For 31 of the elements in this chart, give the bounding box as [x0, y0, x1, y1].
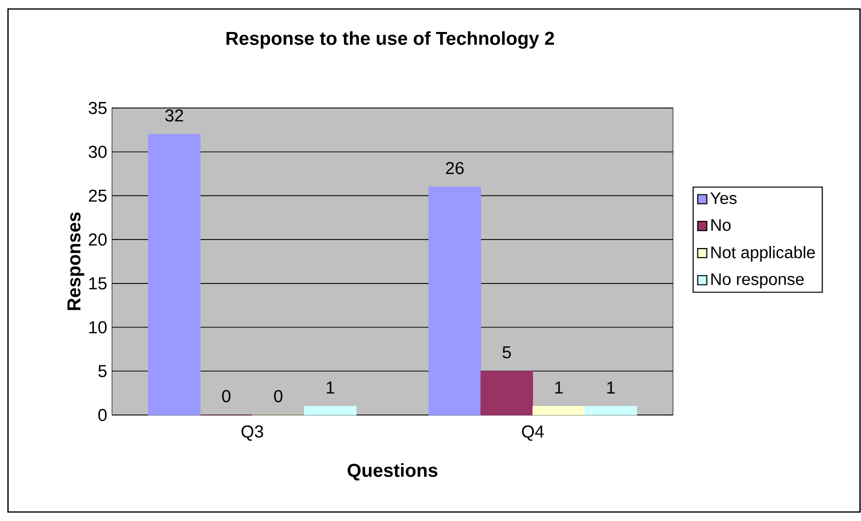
x-tick-label: Q4 [522, 425, 544, 441]
bar [304, 406, 357, 416]
data-label: 0 [274, 390, 282, 402]
data-label: 32 [165, 109, 184, 122]
data-label: 1 [555, 382, 563, 394]
y-tick-label: 0 [98, 408, 107, 422]
legend-label: Yes [710, 192, 737, 204]
y-tick-label: 15 [89, 277, 107, 290]
bar [584, 406, 638, 416]
y-tick-label: 10 [89, 321, 107, 334]
legend-label: No [711, 219, 731, 231]
legend-label: Not applicable [711, 246, 815, 262]
x-tick-label: Q3 [242, 425, 264, 441]
data-label: 1 [326, 382, 334, 394]
x-axis-title: Questions [348, 463, 438, 480]
y-axis-title: Responses [67, 212, 84, 310]
data-label: 5 [502, 346, 511, 358]
data-label: 26 [446, 162, 464, 174]
y-tick-label: 25 [88, 190, 107, 202]
bar [148, 134, 201, 416]
y-tick-label: 35 [88, 102, 107, 114]
bar [480, 370, 534, 416]
chart-title: Response to the use of Technology 2 [226, 31, 554, 49]
data-label: 1 [607, 382, 615, 394]
data-label: 0 [222, 390, 230, 402]
y-tick-label: 20 [88, 233, 107, 246]
y-tick-label: 30 [88, 146, 107, 158]
bar [428, 186, 482, 416]
y-tick-label: 5 [98, 365, 107, 378]
legend-label: No response [711, 273, 804, 288]
bar [532, 406, 586, 416]
